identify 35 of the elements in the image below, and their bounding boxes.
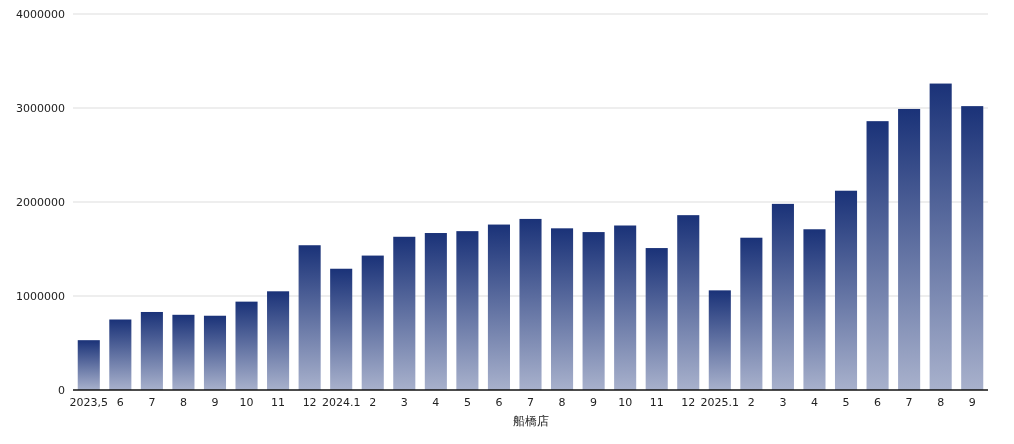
x-tick-label: 4 xyxy=(810,396,818,409)
y-tick-label: 4000000 xyxy=(16,8,65,21)
x-tick-label: 6 xyxy=(874,396,882,409)
x-tick-label: 10 xyxy=(618,396,633,409)
x-tick-label: 7 xyxy=(905,396,913,409)
x-tick-label: 8 xyxy=(937,396,945,409)
x-tick-label: 6 xyxy=(495,396,503,409)
x-tick-label: 11 xyxy=(649,396,664,409)
x-tick-label: 5 xyxy=(463,396,471,409)
x-tick-label: 2023,5 xyxy=(69,396,109,409)
x-tick-label: 9 xyxy=(590,396,598,409)
y-tick-label: 2000000 xyxy=(16,196,65,209)
x-tick-label: 2024.1 xyxy=(321,396,361,409)
x-tick-label: 2 xyxy=(369,396,377,409)
x-tick-label: 8 xyxy=(558,396,566,409)
y-tick-label: 0 xyxy=(58,384,65,397)
x-tick-label: 9 xyxy=(211,396,219,409)
x-tick-label: 10 xyxy=(239,396,254,409)
x-tick-label: 5 xyxy=(842,396,850,409)
x-tick-label: 6 xyxy=(116,396,124,409)
x-tick-label: 2 xyxy=(747,396,755,409)
x-axis-title: 船橋店 xyxy=(512,414,549,428)
x-tick-label: 12 xyxy=(302,396,317,409)
x-tick-label: 3 xyxy=(400,396,408,409)
x-tick-label: 9 xyxy=(968,396,976,409)
x-tick-label: 4 xyxy=(432,396,440,409)
x-tick-label: 2025.1 xyxy=(700,396,740,409)
x-tick-label: 3 xyxy=(779,396,787,409)
x-tick-label: 11 xyxy=(271,396,286,409)
x-tick-label: 8 xyxy=(179,396,187,409)
y-tick-label: 3000000 xyxy=(16,102,65,115)
x-tick-label: 7 xyxy=(148,396,156,409)
y-tick-label: 1000000 xyxy=(16,290,65,303)
x-tick-label: 12 xyxy=(681,396,696,409)
x-tick-label: 7 xyxy=(527,396,534,409)
